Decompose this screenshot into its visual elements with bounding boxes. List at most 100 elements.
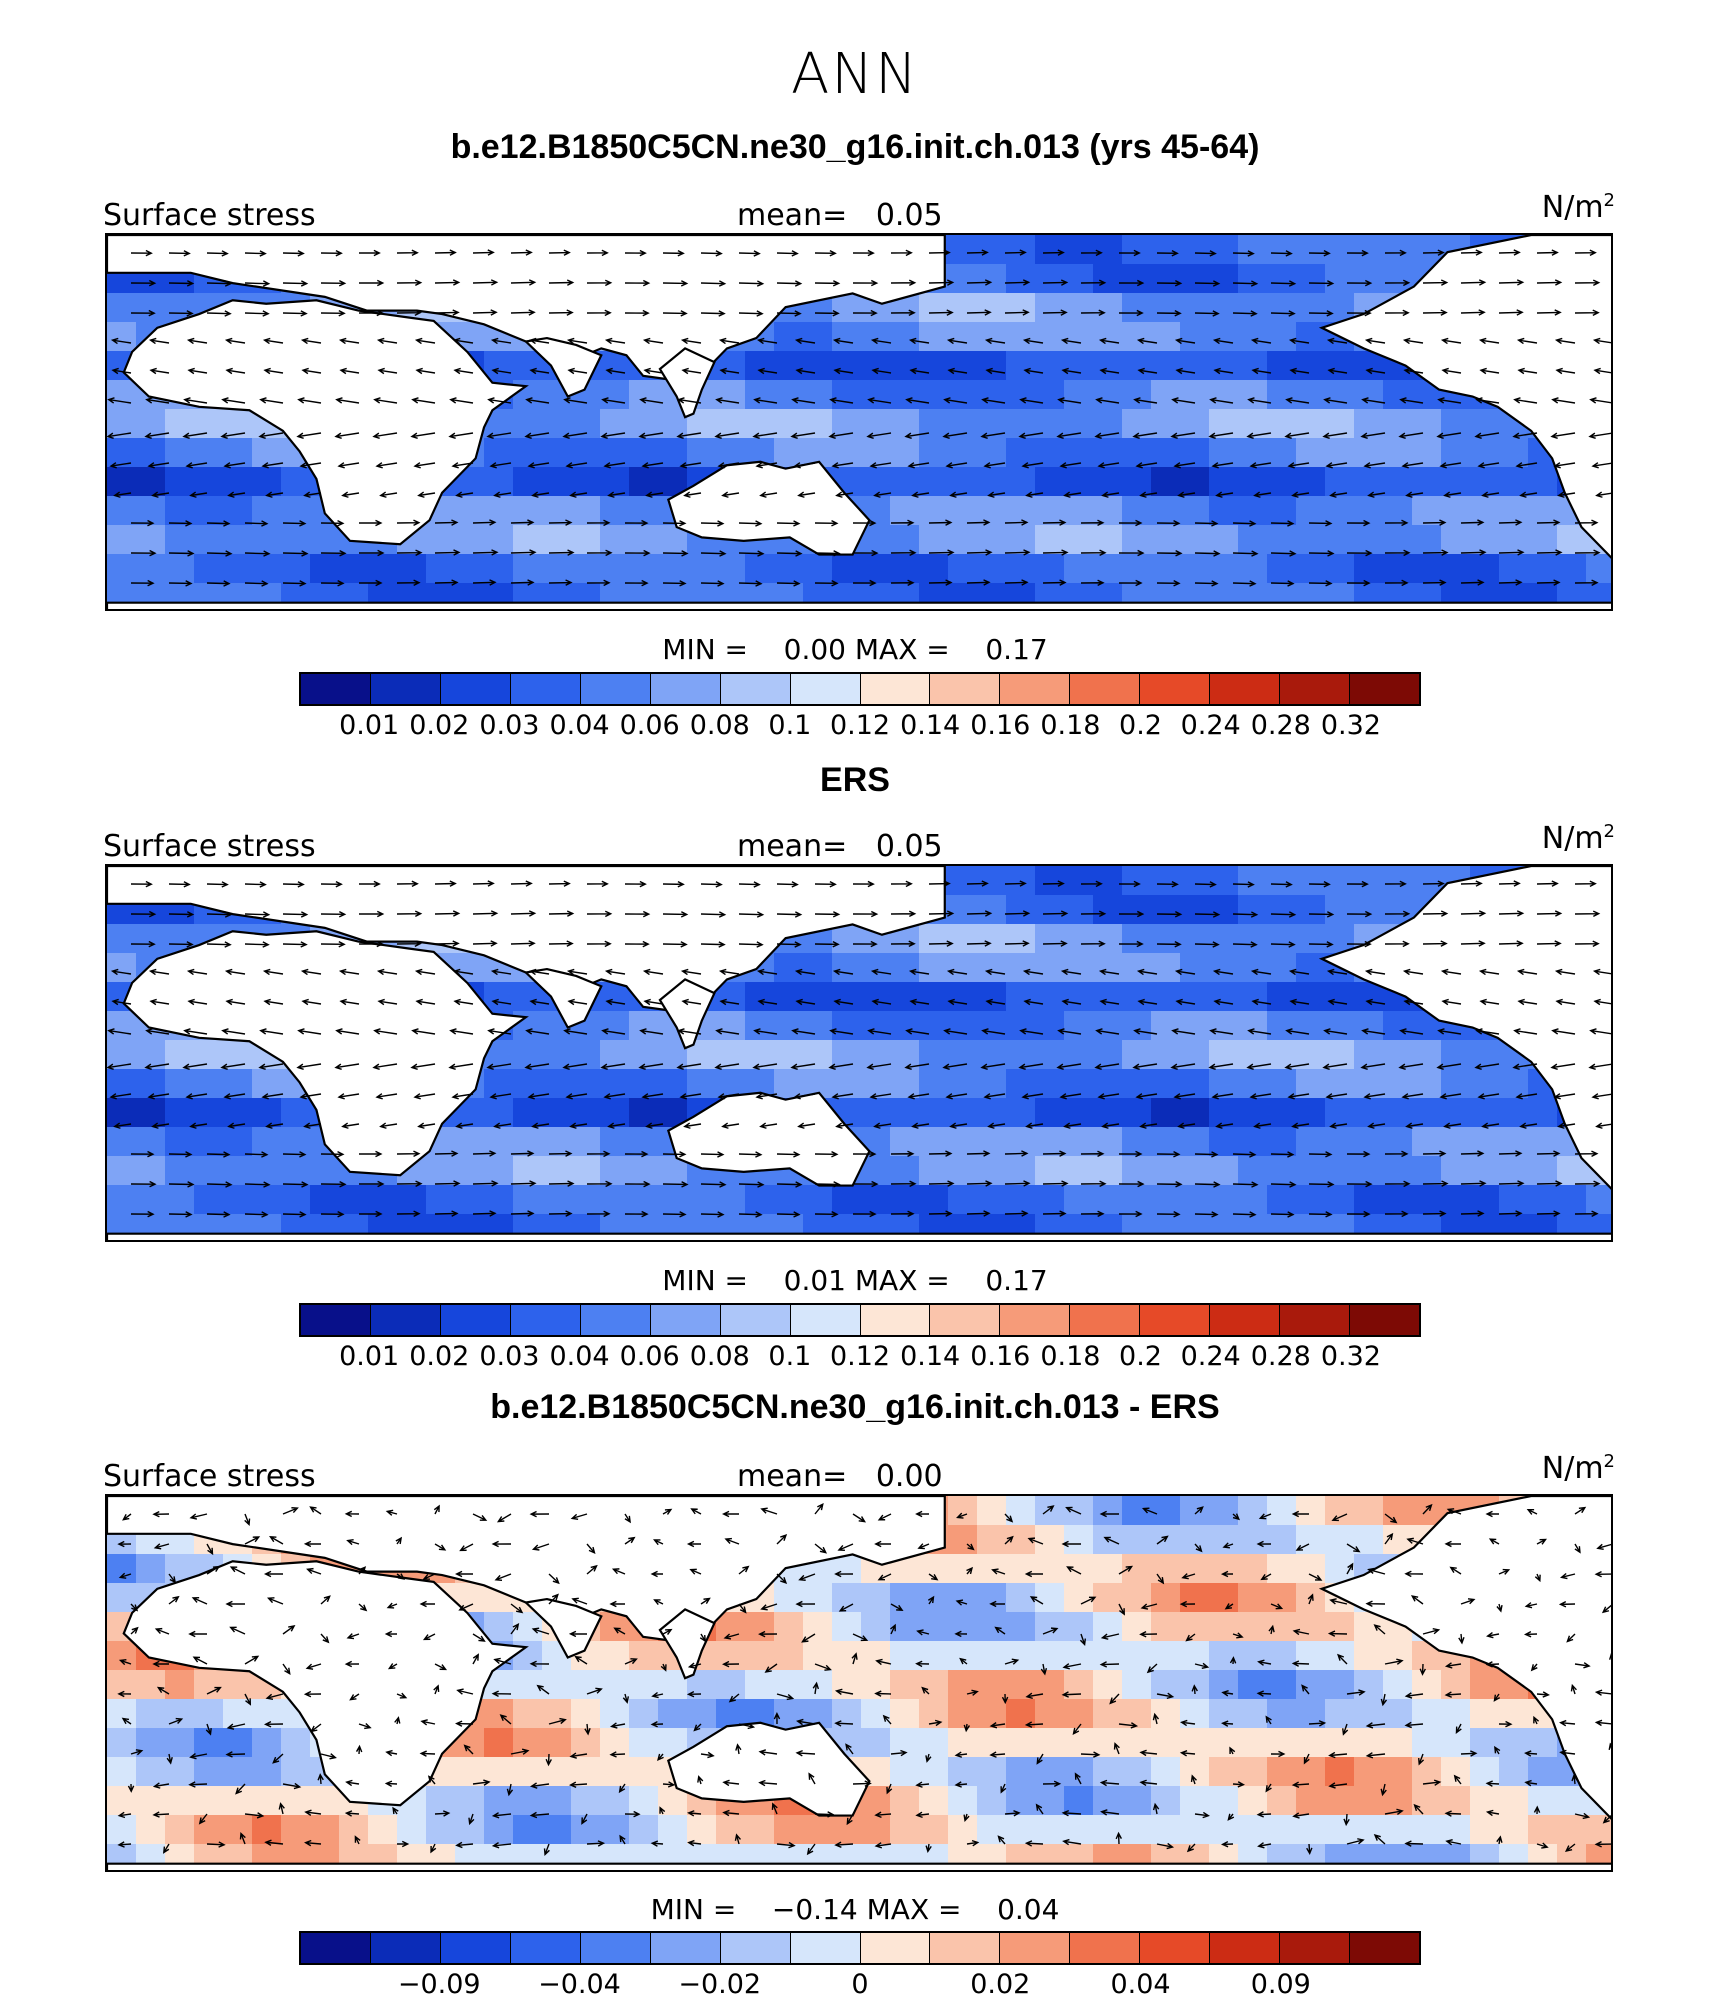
stress-vector-arrow xyxy=(624,549,651,557)
field-cell xyxy=(1122,293,1152,323)
stress-vector-arrow xyxy=(130,309,156,317)
field-cell xyxy=(861,1699,891,1729)
field-cell xyxy=(1238,866,1268,896)
stress-vector-arrow xyxy=(569,1752,588,1759)
field-cell xyxy=(1151,1127,1181,1157)
field-cell xyxy=(890,525,920,555)
field-cell xyxy=(1064,264,1094,294)
stress-vector-arrow xyxy=(1329,1598,1348,1605)
stress-vector-arrow xyxy=(890,279,917,287)
stress-vector-arrow xyxy=(1346,279,1373,287)
stress-vector-arrow xyxy=(991,1568,1006,1575)
field-cell xyxy=(774,1699,804,1729)
field-cell xyxy=(1209,1011,1239,1041)
field-cell xyxy=(1238,1127,1268,1157)
field-cell xyxy=(1354,1156,1384,1186)
stress-vector-arrow xyxy=(1384,880,1407,888)
field-cell xyxy=(1296,1786,1326,1816)
field-cell xyxy=(1238,1699,1268,1729)
stress-vector-arrow xyxy=(548,549,575,556)
stress-vector-arrow xyxy=(1436,432,1462,439)
stress-vector-arrow xyxy=(1346,249,1369,257)
stress-vector-arrow xyxy=(1001,1693,1009,1705)
field-cell xyxy=(1209,1127,1239,1157)
stress-vector-arrow xyxy=(1194,550,1221,557)
stress-vector-arrow xyxy=(118,1658,132,1666)
field-cell xyxy=(107,1786,137,1816)
stress-vector-arrow xyxy=(375,1093,398,1100)
stress-vector-arrow xyxy=(966,1566,974,1575)
stress-vector-arrow xyxy=(966,279,993,286)
stress-vector-arrow xyxy=(320,550,347,557)
stress-vector-arrow xyxy=(1574,1506,1587,1515)
stress-vector-arrow xyxy=(130,279,157,287)
stress-vector-arrow xyxy=(548,1593,559,1605)
stress-vector-arrow xyxy=(346,1633,360,1640)
stress-vector-arrow xyxy=(1156,881,1179,888)
stress-vector-arrow xyxy=(396,309,422,316)
stress-vector-arrow xyxy=(1141,1507,1158,1515)
stress-vector-arrow xyxy=(806,1843,816,1856)
field-cell xyxy=(1151,1699,1181,1729)
stress-vector-arrow xyxy=(320,1753,337,1760)
colorbar-swatch xyxy=(860,674,931,704)
stress-vector-arrow xyxy=(607,1122,626,1129)
field-cell xyxy=(977,380,1007,410)
stress-vector-arrow xyxy=(1589,1028,1611,1035)
stress-vector-arrow xyxy=(1220,1570,1234,1578)
stress-vector-arrow xyxy=(1174,968,1196,976)
field-cell xyxy=(194,1699,224,1729)
stress-vector-arrow xyxy=(1156,250,1179,257)
stress-vector-arrow xyxy=(548,519,573,526)
field-cell xyxy=(1354,235,1384,265)
field-cell xyxy=(513,1156,543,1186)
field-cell xyxy=(1006,1127,1036,1157)
field-cell xyxy=(803,554,833,584)
field-cell xyxy=(1383,1127,1413,1157)
stress-vector-arrow xyxy=(341,1122,360,1129)
field-cell xyxy=(1238,1069,1268,1099)
field-cell xyxy=(890,1098,920,1128)
field-cell xyxy=(1238,1185,1268,1215)
stress-vector-arrow xyxy=(1460,1210,1485,1217)
stress-vector-arrow xyxy=(890,1749,908,1757)
field-cell xyxy=(1180,982,1210,1012)
stress-vector-arrow xyxy=(719,998,740,1006)
stress-vector-arrow xyxy=(735,1743,742,1755)
stress-vector-arrow xyxy=(1325,462,1348,469)
stress-vector-arrow xyxy=(776,1181,803,1188)
field-cell xyxy=(1122,1670,1152,1700)
stress-vector-arrow xyxy=(1080,1150,1105,1158)
field-cell xyxy=(513,467,543,497)
field-cell xyxy=(890,1641,920,1671)
stress-vector-arrow xyxy=(1574,910,1601,917)
stress-vector-arrow xyxy=(358,309,384,317)
stress-vector-arrow xyxy=(717,1093,740,1100)
stress-vector-arrow xyxy=(491,1690,512,1698)
stress-vector-arrow xyxy=(1099,1779,1120,1787)
stress-vector-arrow xyxy=(1152,1802,1160,1815)
colorbar-swatch xyxy=(440,1933,511,1963)
stress-vector-arrow xyxy=(955,1599,968,1606)
stress-vector-arrow xyxy=(662,911,689,918)
stress-vector-arrow xyxy=(1025,1122,1044,1129)
field-cell xyxy=(948,525,978,555)
stress-vector-arrow xyxy=(814,1663,832,1671)
stress-vector-arrow xyxy=(282,1211,307,1218)
stress-vector-arrow xyxy=(1229,1746,1236,1755)
field-cell xyxy=(1499,1757,1529,1787)
stress-vector-arrow xyxy=(1404,1570,1424,1578)
stress-vector-arrow xyxy=(358,549,385,557)
stress-vector-arrow xyxy=(244,1655,260,1665)
stress-vector-arrow xyxy=(681,998,702,1006)
field-cell xyxy=(977,924,1007,954)
stress-vector-arrow xyxy=(622,1693,630,1704)
field-cell xyxy=(1180,1815,1210,1845)
field-cell xyxy=(165,438,195,468)
field-cell xyxy=(1180,525,1210,555)
field-cell xyxy=(1209,380,1239,410)
field-cell xyxy=(948,1127,978,1157)
field-cell xyxy=(861,1728,891,1758)
stress-vector-arrow xyxy=(468,1813,475,1826)
stress-vector-arrow xyxy=(320,519,345,527)
